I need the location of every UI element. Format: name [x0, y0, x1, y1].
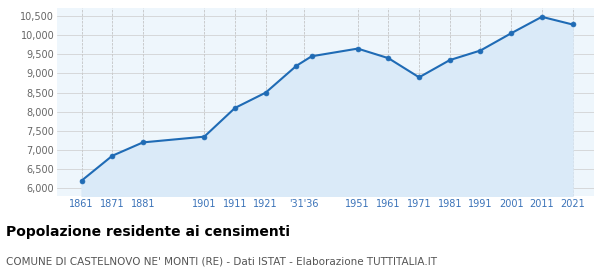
Text: COMUNE DI CASTELNOVO NE' MONTI (RE) - Dati ISTAT - Elaborazione TUTTITALIA.IT: COMUNE DI CASTELNOVO NE' MONTI (RE) - Da… [6, 256, 437, 266]
Text: Popolazione residente ai censimenti: Popolazione residente ai censimenti [6, 225, 290, 239]
